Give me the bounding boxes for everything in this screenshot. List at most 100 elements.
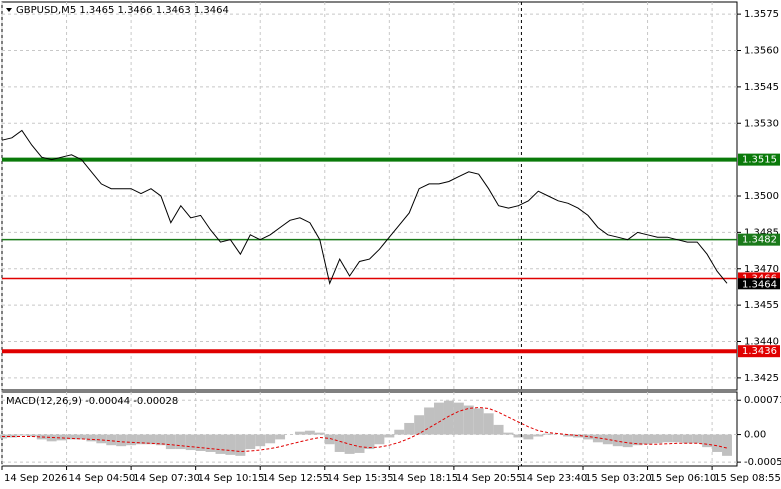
macd-bar	[66, 434, 77, 440]
y-tick-label: 1.3485	[744, 227, 779, 238]
chart-title: GBPUSD,M5 1.3465 1.3466 1.3463 1.3464	[16, 5, 229, 16]
macd-bar	[523, 434, 534, 440]
macd-title: MACD(12,26,9) -0.00044 -0.00028	[6, 396, 178, 407]
y-tick-label: 1.3470	[744, 264, 779, 275]
macd-bar	[294, 431, 305, 435]
x-tick-label: 14 Sep 04:50	[69, 473, 136, 484]
macd-bar	[722, 434, 732, 456]
macd-bar	[533, 434, 544, 437]
macd-bar	[692, 434, 703, 444]
macd-bar	[16, 434, 27, 436]
price-tag	[738, 278, 780, 290]
x-tick-label: 14 Sep 20:55	[456, 473, 523, 484]
y-tick-label: 1.3530	[744, 118, 779, 129]
level-label: 1.3482	[742, 235, 777, 246]
macd-bar	[225, 434, 236, 455]
macd-bar	[275, 434, 286, 440]
x-tick-label: 14 Sep 15:35	[327, 473, 394, 484]
y-tick-label: 1.3500	[744, 191, 779, 202]
level-tag	[738, 233, 780, 246]
macd-bar	[26, 434, 37, 437]
macd-bar	[126, 434, 137, 446]
macd-bar	[195, 434, 206, 452]
macd-bar	[185, 434, 196, 451]
x-tick-label: 15 Sep 03:20	[585, 473, 652, 484]
x-tick-label: 15 Sep 06:10	[650, 473, 717, 484]
price-line	[1, 129, 728, 285]
macd-bar	[563, 434, 574, 437]
level-label: 1.3515	[742, 155, 777, 166]
macd-bar	[354, 434, 365, 453]
macd-bar	[642, 434, 653, 445]
macd-bar	[255, 434, 266, 447]
macd-bar	[513, 434, 524, 438]
level-tag	[738, 153, 780, 166]
macd-bar	[205, 434, 216, 452]
x-tick-label: 14 Sep 07:30	[133, 473, 200, 484]
x-tick-label: 15 Sep 08:55	[714, 473, 781, 484]
y-tick-label: 1.3560	[744, 46, 779, 57]
y-tick-label: 0.00	[744, 430, 766, 441]
macd-bar	[86, 434, 97, 442]
macd-bar	[483, 413, 494, 435]
macd-bar	[215, 434, 226, 454]
macd-bar	[46, 434, 57, 442]
macd-bar	[682, 434, 693, 444]
macd-bar	[96, 434, 107, 444]
y-tick-label: 1.3575	[744, 9, 779, 20]
macd-bar	[304, 430, 315, 435]
macd-bar	[324, 434, 335, 445]
macd-bar	[463, 405, 474, 435]
y-tick-label: 1.3545	[744, 82, 779, 93]
macd-bar	[672, 434, 683, 443]
macd-bar	[56, 434, 67, 441]
macd-bar	[76, 434, 87, 440]
macd-bar	[543, 433, 554, 435]
x-tick-label: 14 Sep 10:15	[198, 473, 265, 484]
macd-bar	[245, 434, 256, 450]
macd-bar	[314, 432, 325, 435]
level-label: 1.3436	[742, 346, 777, 357]
macd-bar	[394, 429, 405, 435]
macd-bar	[424, 407, 435, 435]
macd-bar	[573, 434, 583, 438]
macd-bar	[473, 408, 484, 435]
menu-arrow	[6, 8, 12, 12]
macd-bar	[265, 434, 276, 444]
y-tick-label: 1.3455	[744, 300, 779, 311]
macd-bar	[364, 434, 375, 450]
macd-bar	[453, 402, 464, 435]
macd-bar	[6, 434, 17, 438]
macd-bar	[404, 422, 415, 435]
macd-bar	[146, 434, 156, 445]
macd-bar	[155, 434, 166, 446]
macd-bar	[612, 434, 623, 447]
macd-signal	[2, 406, 728, 453]
macd-bar	[374, 434, 385, 445]
macd-bar	[582, 434, 593, 440]
y-tick-label: 1.3440	[744, 337, 779, 348]
macd-bar	[106, 434, 117, 446]
macd-bar	[632, 434, 643, 446]
macd-bar	[712, 434, 723, 452]
macd-bar	[136, 434, 147, 445]
macd-bar	[503, 432, 514, 435]
price-label: 1.3464	[742, 279, 777, 290]
macd-bar	[165, 434, 176, 450]
y-tick-label: -0.00057	[744, 457, 781, 468]
macd-bar	[592, 434, 603, 443]
level-tag	[738, 345, 780, 358]
macd-bar	[334, 434, 345, 452]
x-tick-label: 14 Sep 18:15	[391, 473, 458, 484]
x-tick-label: 14 Sep 2026	[4, 473, 67, 484]
macd-bar	[36, 434, 47, 440]
macd-bar	[116, 434, 127, 447]
macd-bar	[434, 402, 444, 435]
x-tick-label: 14 Sep 12:55	[262, 473, 329, 484]
macd-bar	[493, 424, 504, 435]
macd-bar	[622, 434, 633, 448]
macd-bar	[384, 434, 395, 438]
y-tick-label: 0.00071	[744, 395, 781, 406]
